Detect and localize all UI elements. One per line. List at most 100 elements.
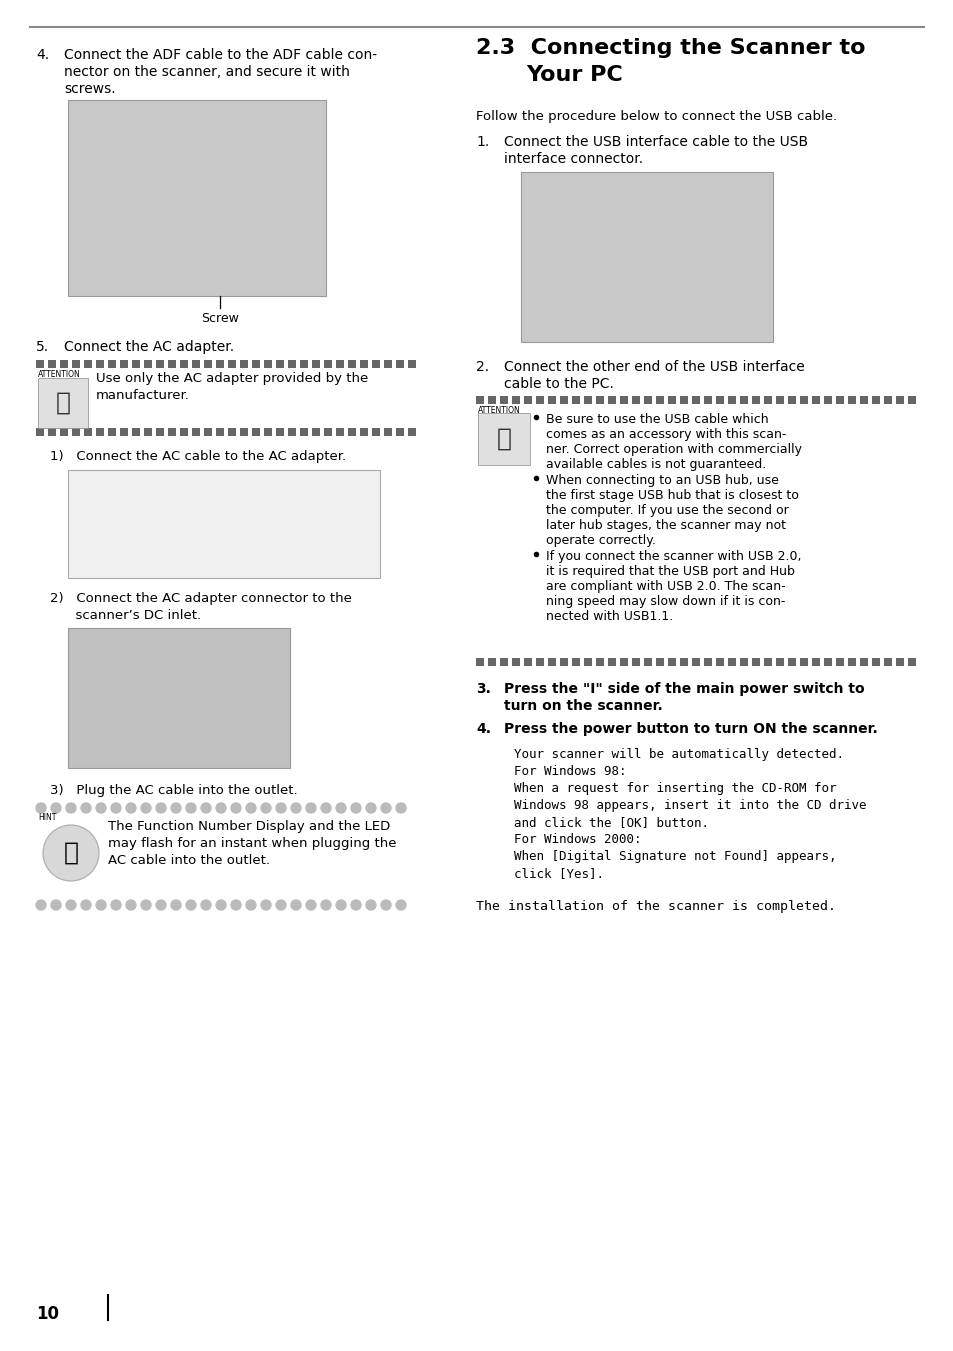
Bar xyxy=(520,172,772,342)
Bar xyxy=(871,658,879,666)
Text: ✋: ✋ xyxy=(55,390,71,415)
Bar xyxy=(477,413,530,465)
Text: manufacturer.: manufacturer. xyxy=(96,389,190,403)
Circle shape xyxy=(395,802,406,813)
Bar xyxy=(240,359,248,367)
Bar xyxy=(703,658,711,666)
Bar xyxy=(168,428,175,436)
Circle shape xyxy=(291,802,301,813)
Bar xyxy=(619,658,627,666)
Circle shape xyxy=(51,900,61,911)
Bar xyxy=(395,359,403,367)
Bar xyxy=(324,359,332,367)
Text: it is required that the USB port and Hub: it is required that the USB port and Hub xyxy=(545,565,794,578)
Circle shape xyxy=(141,900,151,911)
Bar xyxy=(907,658,915,666)
Bar xyxy=(180,428,188,436)
Bar xyxy=(84,428,91,436)
Circle shape xyxy=(291,900,301,911)
Bar xyxy=(68,470,379,578)
Text: operate correctly.: operate correctly. xyxy=(545,534,655,547)
Circle shape xyxy=(141,802,151,813)
Text: Connect the USB interface cable to the USB: Connect the USB interface cable to the U… xyxy=(503,135,807,149)
Text: If you connect the scanner with USB 2.0,: If you connect the scanner with USB 2.0, xyxy=(545,550,801,563)
Bar xyxy=(847,396,855,404)
Text: The Function Number Display and the LED: The Function Number Display and the LED xyxy=(108,820,390,834)
Bar xyxy=(108,428,116,436)
Text: ATTENTION: ATTENTION xyxy=(477,407,520,415)
Bar xyxy=(800,658,807,666)
Bar xyxy=(48,359,56,367)
Bar xyxy=(596,396,603,404)
Text: interface connector.: interface connector. xyxy=(503,153,642,166)
Bar xyxy=(348,359,355,367)
Text: 2)   Connect the AC adapter connector to the: 2) Connect the AC adapter connector to t… xyxy=(50,592,352,605)
Text: click [Yes].: click [Yes]. xyxy=(514,867,603,880)
Text: turn on the scanner.: turn on the scanner. xyxy=(503,698,662,713)
Bar xyxy=(727,658,735,666)
Bar xyxy=(264,428,272,436)
Bar xyxy=(240,428,248,436)
Circle shape xyxy=(126,900,136,911)
Bar xyxy=(607,658,616,666)
Circle shape xyxy=(275,900,286,911)
Bar xyxy=(727,396,735,404)
Bar xyxy=(811,658,820,666)
Bar xyxy=(132,359,140,367)
Text: 4.: 4. xyxy=(36,49,49,62)
Bar xyxy=(883,658,891,666)
Text: ning speed may slow down if it is con-: ning speed may slow down if it is con- xyxy=(545,594,784,608)
Bar xyxy=(499,658,507,666)
Bar xyxy=(476,658,483,666)
Bar xyxy=(679,658,687,666)
Bar xyxy=(36,428,44,436)
Bar xyxy=(372,359,379,367)
Circle shape xyxy=(186,802,195,813)
Text: and click the [OK] button.: and click the [OK] button. xyxy=(514,816,708,830)
Text: nector on the scanner, and secure it with: nector on the scanner, and secure it wit… xyxy=(64,65,350,78)
Text: 3.: 3. xyxy=(476,682,491,696)
Bar xyxy=(96,428,104,436)
Circle shape xyxy=(395,900,406,911)
Circle shape xyxy=(215,900,226,911)
Circle shape xyxy=(36,900,46,911)
Bar xyxy=(204,359,212,367)
Text: are compliant with USB 2.0. The scan-: are compliant with USB 2.0. The scan- xyxy=(545,580,785,593)
Bar xyxy=(84,359,91,367)
Bar xyxy=(288,428,295,436)
Bar xyxy=(408,359,416,367)
Text: later hub stages, the scanner may not: later hub stages, the scanner may not xyxy=(545,519,785,532)
Bar xyxy=(312,428,319,436)
Circle shape xyxy=(261,802,271,813)
Bar xyxy=(716,658,723,666)
Circle shape xyxy=(366,802,375,813)
Bar xyxy=(763,658,771,666)
Bar xyxy=(192,428,200,436)
Bar xyxy=(71,359,80,367)
Bar xyxy=(156,428,164,436)
Circle shape xyxy=(306,802,315,813)
Bar xyxy=(476,396,483,404)
Circle shape xyxy=(186,900,195,911)
Text: HINT: HINT xyxy=(38,813,56,821)
Bar xyxy=(312,359,319,367)
Circle shape xyxy=(380,900,391,911)
Text: AC cable into the outlet.: AC cable into the outlet. xyxy=(108,854,270,867)
Bar xyxy=(536,658,543,666)
Text: ner. Correct operation with commercially: ner. Correct operation with commercially xyxy=(545,443,801,457)
Bar xyxy=(547,396,556,404)
Bar xyxy=(583,658,592,666)
Bar xyxy=(631,658,639,666)
Circle shape xyxy=(275,802,286,813)
Text: nected with USB1.1.: nected with USB1.1. xyxy=(545,611,673,623)
Bar xyxy=(38,378,88,428)
Bar xyxy=(384,428,392,436)
Bar xyxy=(324,428,332,436)
Bar xyxy=(895,396,903,404)
Text: For Windows 2000:: For Windows 2000: xyxy=(514,834,640,846)
Text: When a request for inserting the CD-ROM for: When a request for inserting the CD-ROM … xyxy=(514,782,836,794)
Circle shape xyxy=(351,900,360,911)
Bar xyxy=(691,658,700,666)
Bar xyxy=(787,396,795,404)
Bar xyxy=(499,396,507,404)
